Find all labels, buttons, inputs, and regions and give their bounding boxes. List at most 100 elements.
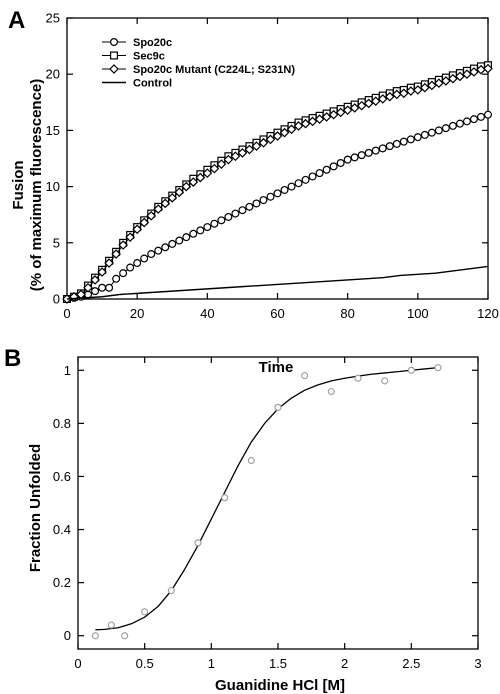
series-1-point bbox=[280, 185, 289, 194]
series-1-point bbox=[420, 130, 429, 139]
data-point bbox=[247, 456, 255, 465]
series-3-point bbox=[216, 159, 227, 169]
panel-a-x-tick-label: 60 bbox=[270, 306, 284, 321]
panel-b-letter: B bbox=[4, 345, 21, 372]
series-1-point bbox=[126, 263, 135, 272]
data-point bbox=[91, 632, 99, 640]
series-3-point bbox=[97, 267, 107, 277]
legend-swatch-marker bbox=[109, 37, 118, 46]
series-3-point bbox=[377, 94, 388, 104]
series-3-point bbox=[286, 124, 297, 135]
series-1-point bbox=[147, 250, 156, 259]
panel-b-x-tick-label: 3 bbox=[474, 656, 481, 671]
fit-curve bbox=[95, 366, 439, 631]
panel-a-letter: A bbox=[8, 7, 25, 34]
series-1-point bbox=[252, 199, 261, 208]
panel-b-y-axis-title: Fraction Unfolded bbox=[27, 444, 44, 572]
series-1-point bbox=[448, 121, 457, 130]
series-1-point bbox=[343, 155, 352, 164]
series-3-point bbox=[265, 134, 276, 145]
series-3-point bbox=[469, 67, 479, 77]
series-1-point bbox=[322, 165, 331, 174]
series-1-point bbox=[91, 287, 100, 296]
series-1-point bbox=[462, 117, 471, 126]
panel-a-y-tick-label: 5 bbox=[53, 235, 60, 250]
series-1-point bbox=[259, 196, 268, 205]
series-1-point bbox=[294, 179, 303, 188]
series-3-point bbox=[209, 163, 220, 174]
series-1-point bbox=[273, 189, 282, 198]
series-3-point bbox=[384, 91, 395, 102]
legend-entry-label: Spo20c bbox=[133, 37, 172, 49]
series-1-point bbox=[385, 142, 394, 151]
series-1-point bbox=[441, 124, 450, 133]
series-3-point bbox=[462, 69, 472, 80]
data-point bbox=[354, 374, 362, 382]
series-3-point bbox=[146, 210, 157, 221]
series-3-point bbox=[104, 258, 114, 268]
series-3-point bbox=[335, 107, 346, 118]
series-3-point bbox=[307, 116, 318, 127]
series-1-point bbox=[336, 158, 345, 167]
data-point bbox=[221, 494, 229, 502]
panel-b-x-tick-label: 2 bbox=[341, 656, 348, 671]
series-1-point bbox=[357, 151, 366, 160]
series-3-point bbox=[202, 168, 213, 178]
panel-b-x-tick-label: 0 bbox=[74, 656, 81, 671]
series-1-point bbox=[315, 169, 324, 178]
legend-entry-label: Sec9c bbox=[133, 51, 165, 63]
series-3-point bbox=[223, 154, 234, 165]
data-point bbox=[194, 539, 202, 547]
series-3-point bbox=[230, 151, 241, 162]
data-point bbox=[141, 608, 149, 616]
panel-b-y-tick-label: 0 bbox=[64, 628, 71, 643]
panel-a-x-tick-label: 40 bbox=[200, 306, 214, 321]
series-1-point bbox=[301, 175, 310, 184]
series-3-point bbox=[448, 73, 458, 84]
data-point bbox=[407, 366, 415, 374]
series-3-point bbox=[363, 98, 374, 109]
series-3-point bbox=[483, 63, 493, 74]
panel-a-y-tick-label: 15 bbox=[46, 123, 60, 138]
series-1-point bbox=[217, 216, 226, 225]
panel-a-x-tick-label: 80 bbox=[340, 306, 354, 321]
legend-swatch-marker bbox=[109, 51, 118, 60]
panel-b-series bbox=[91, 364, 442, 640]
series-3-point bbox=[244, 144, 255, 155]
data-point bbox=[327, 387, 335, 396]
series-3-point bbox=[455, 71, 465, 82]
panel-a-x-tick-label: 20 bbox=[130, 306, 144, 321]
series-1-point bbox=[476, 112, 485, 121]
series-3-point bbox=[349, 103, 360, 113]
panel-b-y-tick-label: 1 bbox=[64, 363, 71, 378]
series-3-point bbox=[167, 192, 178, 203]
series-1-point bbox=[392, 139, 401, 148]
panel-b-x-axis-title: Guanidine HCl [M] bbox=[215, 677, 345, 694]
data-point bbox=[434, 364, 442, 372]
series-3-point bbox=[300, 118, 311, 129]
series-3-point bbox=[132, 224, 143, 235]
panel-a-y-axis-title-line2: (% of maximum fluorescence) bbox=[28, 79, 45, 292]
series-1-point bbox=[455, 119, 464, 128]
series-1-point bbox=[245, 202, 254, 211]
series-3-point bbox=[153, 204, 164, 214]
panel-a-x-tick-label: 0 bbox=[63, 306, 70, 321]
panel-b-y-tick-label: 0.2 bbox=[53, 575, 71, 590]
series-3-point bbox=[434, 78, 444, 89]
panel-a-y-tick-label: 10 bbox=[46, 179, 60, 194]
series-3-point bbox=[188, 177, 199, 187]
panel-b-x-tick-label: 0.5 bbox=[136, 656, 154, 671]
series-1-point bbox=[231, 209, 240, 218]
series-1-point bbox=[378, 144, 387, 153]
series-1-point bbox=[484, 110, 493, 119]
data-point bbox=[107, 621, 115, 629]
panel-a-x-axis-title: Time bbox=[259, 359, 294, 376]
series-1-point bbox=[154, 246, 163, 255]
series-3-point bbox=[258, 137, 269, 148]
panel-a-x-tick-label: 100 bbox=[407, 306, 429, 321]
series-1-point bbox=[434, 126, 443, 135]
series-1-point bbox=[133, 259, 142, 268]
series-3-point bbox=[441, 76, 451, 86]
series-1-point bbox=[175, 236, 184, 245]
